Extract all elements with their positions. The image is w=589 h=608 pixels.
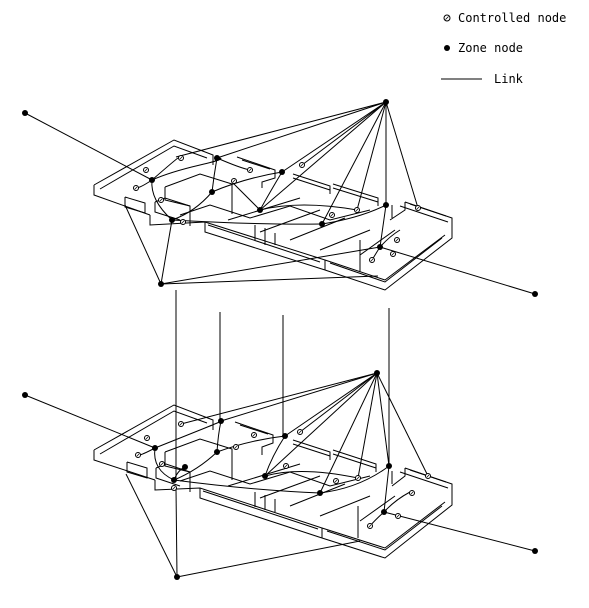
zone-node (317, 490, 323, 496)
lower-floor-zone-nodes (22, 370, 538, 580)
controlled-node (369, 257, 375, 263)
zone-node (214, 449, 220, 455)
zone-node (319, 221, 325, 227)
controlled-node (231, 178, 237, 184)
upper-floor-zone-nodes (22, 99, 538, 297)
zone-node (279, 169, 285, 175)
controlled-node (247, 167, 253, 173)
controlled-node (144, 435, 150, 441)
zone-node (383, 99, 389, 105)
upper-floor (22, 99, 538, 297)
controlled-node (233, 444, 239, 450)
controlled-node (333, 478, 339, 484)
controlled-node (390, 251, 396, 257)
upper-floor-controlled-nodes (133, 155, 421, 263)
zone-node (262, 473, 268, 479)
upper-floor-partitions (154, 156, 396, 272)
zone-node (182, 464, 188, 470)
zone-node (171, 477, 177, 483)
zone-node (169, 217, 175, 223)
controlled-node (395, 513, 401, 519)
controlled-node (158, 197, 164, 203)
legend-link-label: Link (494, 72, 524, 86)
lower-floor-slab (93, 404, 453, 559)
controlled-node (178, 421, 184, 427)
controlled-node (299, 162, 305, 168)
zone-node (214, 155, 220, 161)
zone-node (209, 189, 215, 195)
zone-node (383, 202, 389, 208)
zone-node (381, 509, 387, 515)
zone-node (218, 418, 224, 424)
zone-node (174, 574, 180, 580)
zone-node-icon (444, 45, 450, 51)
zone-node (374, 370, 380, 376)
controlled-node (135, 452, 141, 458)
zone-node (152, 445, 158, 451)
controlled-node (171, 485, 177, 491)
inter-floor-links (175, 290, 390, 478)
controlled-node (425, 473, 431, 479)
upper-floor-links (24, 101, 536, 295)
zone-node (282, 433, 288, 439)
controlled-node (367, 523, 373, 529)
zone-node (532, 291, 538, 297)
controlled-node (133, 185, 139, 191)
legend: Controlled node Zone node Link (441, 11, 566, 86)
upper-floor-slab (93, 139, 453, 291)
legend-controlled-label: Controlled node (458, 11, 566, 25)
zone-node (257, 207, 263, 213)
controlled-node (251, 432, 257, 438)
controlled-node (178, 155, 184, 161)
zone-node (532, 548, 538, 554)
zone-node (377, 244, 383, 250)
controlled-node (159, 461, 165, 467)
controlled-node (409, 490, 415, 496)
controlled-node (355, 475, 361, 481)
controlled-node (394, 237, 400, 243)
controlled-node (180, 219, 186, 225)
controlled-node (354, 207, 360, 213)
lower-floor-controlled-nodes (135, 421, 431, 529)
controlled-node (297, 429, 303, 435)
controlled-node-icon (443, 14, 451, 22)
zone-node (158, 281, 164, 287)
zone-node (149, 177, 155, 183)
zone-node (22, 110, 28, 116)
controlled-node (329, 212, 335, 218)
legend-zone-label: Zone node (458, 41, 523, 55)
controlled-node (143, 167, 149, 173)
zone-node (386, 463, 392, 469)
lower-floor-links (24, 372, 536, 578)
zone-node (22, 392, 28, 398)
lower-floor (22, 370, 538, 580)
controlled-node (415, 205, 421, 211)
controlled-node (283, 463, 289, 469)
